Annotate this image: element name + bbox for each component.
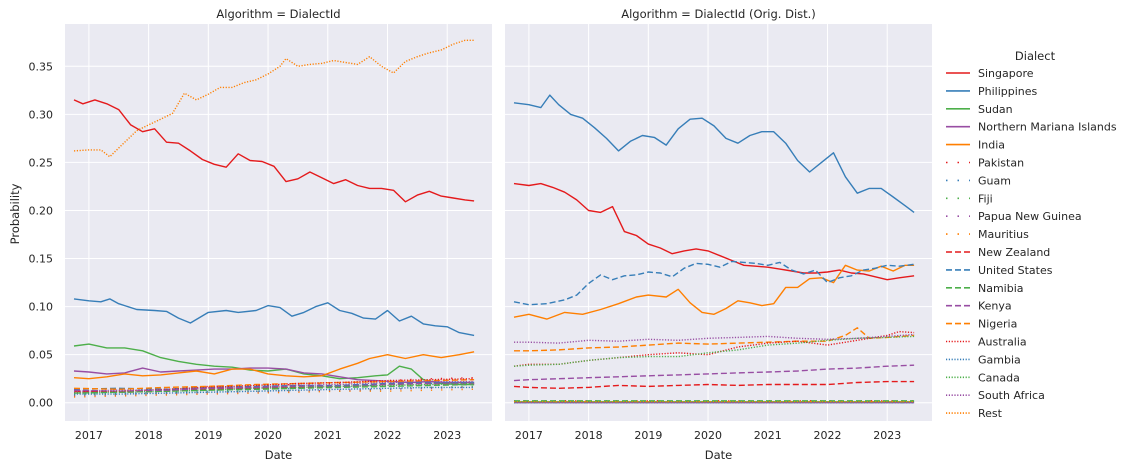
y-tick-label: 0.05 xyxy=(29,349,54,362)
x-axis-label: Date xyxy=(265,448,293,462)
series-line-united-states xyxy=(513,260,915,306)
series-line-kenya xyxy=(73,382,475,392)
series-line-kenya xyxy=(513,364,915,382)
y-tick-label: 0.25 xyxy=(29,156,54,169)
legend-label: Northern Mariana Islands xyxy=(978,121,1117,134)
y-tick-label: 0.10 xyxy=(29,301,54,314)
series-lines xyxy=(513,94,915,404)
legend-label: Philippines xyxy=(978,85,1038,98)
legend-item: Guam xyxy=(946,174,1011,187)
legend-label: Nigeria xyxy=(978,318,1017,331)
series-line-nigeria xyxy=(73,379,475,390)
x-tick-label: 2022 xyxy=(813,429,841,442)
legend-label: Guam xyxy=(978,174,1011,187)
chart-panels: 0.00 0.05 0.10 0.15 0.20 0.25 0.30 0.35 2017 2018… xyxy=(29,7,932,462)
legend-label: South Africa xyxy=(978,389,1045,402)
legend-item: India xyxy=(946,139,1005,152)
panel-title: Algorithm = DialectId (Orig. Dist.) xyxy=(621,7,816,21)
legend-item: Gambia xyxy=(946,353,1021,366)
y-tick-label: 0.30 xyxy=(29,108,54,121)
legend-label: Mauritius xyxy=(978,228,1029,241)
series-line-india xyxy=(73,351,475,380)
legend-label: India xyxy=(978,139,1005,152)
legend-label: Rest xyxy=(978,407,1003,420)
x-axis-label: Date xyxy=(705,448,733,462)
legend-item: Philippines xyxy=(946,85,1038,98)
x-tick-label: 2019 xyxy=(194,429,222,442)
x-tick-label: 2021 xyxy=(754,429,782,442)
legend-title: Dialect xyxy=(1015,49,1056,63)
series-line-philippines xyxy=(513,94,915,213)
y-tick-label: 0.35 xyxy=(29,60,54,73)
x-tick-label: 2021 xyxy=(314,429,342,442)
x-tick-label: 2019 xyxy=(634,429,662,442)
x-tick-label: 2017 xyxy=(75,429,103,442)
x-tick-label: 2020 xyxy=(254,429,282,442)
series-lines xyxy=(73,39,475,398)
series-line-singapore xyxy=(513,182,915,281)
x-tick-label: 2018 xyxy=(135,429,163,442)
legend-item: Fiji xyxy=(946,192,993,205)
plot-area xyxy=(65,24,492,421)
legend-item: Papua New Guinea xyxy=(946,210,1082,223)
x-tick-label: 2022 xyxy=(373,429,401,442)
legend-label: Papua New Guinea xyxy=(978,210,1082,223)
legend-items: Singapore Philippines Sudan Northern Marian… xyxy=(946,67,1117,420)
panel-1: 0.00 0.05 0.10 0.15 0.20 0.25 0.30 0.35 2017 2018… xyxy=(29,7,492,462)
legend-item: Kenya xyxy=(946,300,1012,313)
y-tick-label: 0.20 xyxy=(29,204,54,217)
legend-label: Canada xyxy=(978,371,1020,384)
x-tick-label: 2023 xyxy=(433,429,461,442)
legend-label: Pakistan xyxy=(978,157,1024,170)
series-line-rest xyxy=(73,39,475,158)
legend-item: Australia xyxy=(946,336,1027,349)
x-tick-label: 2023 xyxy=(873,429,901,442)
legend-item: South Africa xyxy=(946,389,1045,402)
legend-label: Namibia xyxy=(978,282,1024,295)
legend-label: Australia xyxy=(978,336,1027,349)
legend-label: Kenya xyxy=(978,300,1012,313)
series-line-south-africa xyxy=(514,333,915,344)
y-tick-label: 0.15 xyxy=(29,253,54,266)
legend-item: United States xyxy=(946,264,1053,277)
legend-label: Sudan xyxy=(978,103,1013,116)
legend-item: Sudan xyxy=(946,103,1013,116)
plot-area xyxy=(505,24,932,421)
legend-label: Fiji xyxy=(978,192,993,205)
series-line-singapore xyxy=(73,99,475,203)
legend-label: Gambia xyxy=(978,353,1021,366)
series-line-india xyxy=(513,264,915,320)
legend-item: Rest xyxy=(946,407,1003,420)
x-tick-label: 2020 xyxy=(694,429,722,442)
legend-item: Canada xyxy=(946,371,1020,384)
legend: Dialect Singapore Philippines Sudan Norther… xyxy=(946,49,1117,420)
legend-item: New Zealand xyxy=(946,246,1050,259)
legend-item: Pakistan xyxy=(946,157,1024,170)
legend-label: Singapore xyxy=(978,67,1034,80)
legend-label: United States xyxy=(978,264,1053,277)
x-tick-label: 2017 xyxy=(515,429,543,442)
series-line-philippines xyxy=(73,298,475,337)
legend-item: Singapore xyxy=(946,67,1034,80)
legend-item: Namibia xyxy=(946,282,1024,295)
y-tick-label: 0.00 xyxy=(29,397,54,410)
legend-item: Mauritius xyxy=(946,228,1029,241)
series-line-namibia xyxy=(73,383,475,394)
series-line-new-zealand xyxy=(513,380,915,389)
legend-item: Northern Mariana Islands xyxy=(946,121,1117,134)
legend-item: Nigeria xyxy=(946,318,1017,331)
x-tick-label: 2018 xyxy=(575,429,603,442)
panel-2: 2017 2018 2019 2020 2021 2022 2023 Algorithm = … xyxy=(505,7,932,462)
y-axis-label: Probability xyxy=(8,183,22,244)
legend-label: New Zealand xyxy=(978,246,1050,259)
series-line-nigeria xyxy=(514,327,915,352)
panel-title: Algorithm = DialectId xyxy=(216,7,340,21)
